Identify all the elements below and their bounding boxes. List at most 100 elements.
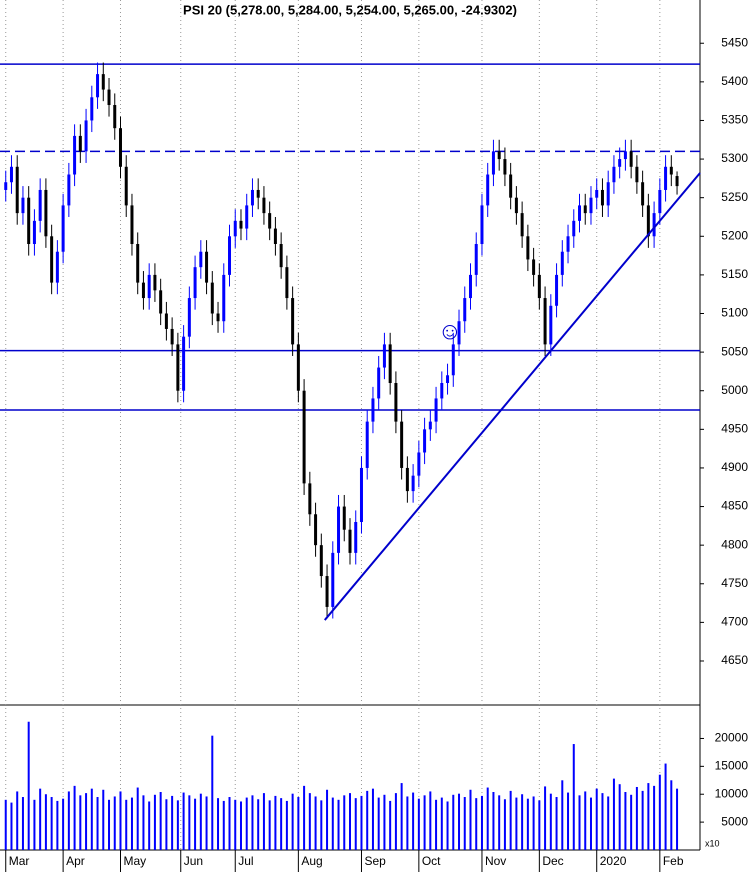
volume-bar xyxy=(532,796,535,850)
volume-bar xyxy=(27,721,30,850)
y-tick-label: 10000 xyxy=(715,786,749,800)
x-tick-label: Sep xyxy=(364,854,386,868)
candle-body xyxy=(549,305,553,345)
volume-bar xyxy=(463,797,466,850)
candle-body xyxy=(400,421,404,468)
volume-bar xyxy=(538,800,541,850)
y-tick-label: 5000 xyxy=(721,814,748,828)
candle-body xyxy=(537,274,541,299)
x-tick-label: Apr xyxy=(66,854,85,868)
candle-body xyxy=(503,159,507,175)
volume-bar xyxy=(544,786,547,850)
candle-body xyxy=(107,89,111,106)
candle-body xyxy=(84,120,88,152)
candle-body xyxy=(457,321,461,345)
candle-body xyxy=(170,328,174,345)
candle-body xyxy=(296,344,300,391)
volume-bar xyxy=(234,799,237,850)
volume-bar xyxy=(383,794,386,850)
candle-body xyxy=(4,182,8,190)
y-tick-label: 5300 xyxy=(721,151,748,165)
candle-body xyxy=(348,529,352,553)
volume-bar xyxy=(108,799,111,850)
y-tick-label: 5450 xyxy=(721,35,748,49)
volume-bar xyxy=(360,795,363,850)
volume-bar xyxy=(176,800,179,850)
candle-body xyxy=(164,313,168,329)
volume-bar xyxy=(515,797,518,850)
volume-bar xyxy=(612,778,615,850)
volume-bar xyxy=(251,795,254,850)
candle-body xyxy=(486,174,490,206)
volume-bar xyxy=(486,787,489,850)
volume-bar xyxy=(308,793,311,850)
volume-bar xyxy=(188,795,191,850)
candle-body xyxy=(27,197,31,245)
volume-bar xyxy=(670,780,673,850)
x-tick-label: Dec xyxy=(542,854,563,868)
candle-body xyxy=(629,151,633,167)
volume-bar xyxy=(159,792,162,850)
y-tick-label: 5350 xyxy=(721,113,748,127)
volume-bar xyxy=(85,793,88,850)
volume-bar xyxy=(595,788,598,850)
volume-bar xyxy=(492,792,495,850)
volume-bar xyxy=(148,801,151,850)
volume-bar xyxy=(217,798,220,850)
candle-body xyxy=(417,452,421,476)
candle-body xyxy=(555,274,559,306)
candle-body xyxy=(73,135,77,175)
volume-bar xyxy=(412,792,415,850)
volume-bar xyxy=(377,797,380,850)
candle-body xyxy=(50,236,54,283)
volume-bar xyxy=(584,791,587,850)
x-tick-label: Nov xyxy=(485,854,506,868)
volume-bar xyxy=(125,799,128,850)
volume-bar xyxy=(406,796,409,850)
volume-bar xyxy=(423,795,426,850)
volume-bar xyxy=(182,792,185,850)
y-tick-label: 5050 xyxy=(721,344,748,358)
candle-body xyxy=(428,421,432,430)
candle-body xyxy=(342,506,346,530)
candle-body xyxy=(526,236,530,260)
candle-body xyxy=(319,545,323,577)
volume-bar xyxy=(366,790,369,850)
candle-body xyxy=(233,220,237,237)
volume-bar xyxy=(647,783,650,850)
candle-body xyxy=(124,166,128,206)
candle-body xyxy=(228,236,232,275)
annotation: ☺ xyxy=(438,318,463,345)
candle-body xyxy=(514,197,518,214)
volume-bar xyxy=(394,793,397,850)
volume-bar xyxy=(194,798,197,850)
candle-body xyxy=(325,576,329,607)
candle-body xyxy=(434,398,438,422)
candle-body xyxy=(153,274,157,291)
candle-body xyxy=(509,174,513,198)
candle-body xyxy=(612,166,616,183)
y-tick-label: 4850 xyxy=(721,499,748,513)
x-tick-label: 2020 xyxy=(600,854,627,868)
volume-bar xyxy=(136,787,139,850)
volume-bar xyxy=(262,793,265,850)
x-tick-label: Mar xyxy=(9,854,30,868)
volume-bar xyxy=(153,794,156,850)
candle-body xyxy=(497,151,501,160)
volume-bar xyxy=(274,795,277,850)
y-tick-label: 5200 xyxy=(721,228,748,242)
volume-bar xyxy=(245,797,248,850)
volume-bar xyxy=(21,797,24,850)
trend-line xyxy=(323,172,701,621)
candle-body xyxy=(61,205,65,252)
candle-body xyxy=(664,166,668,190)
candle-body xyxy=(262,197,266,214)
volume-bar xyxy=(297,797,300,850)
volume-bar xyxy=(521,794,524,850)
candle-body xyxy=(354,521,358,553)
volume-bar xyxy=(205,796,208,850)
candle-body xyxy=(130,205,134,245)
candle-body xyxy=(38,189,42,221)
volume-bar xyxy=(326,789,329,850)
candle-body xyxy=(314,514,318,546)
